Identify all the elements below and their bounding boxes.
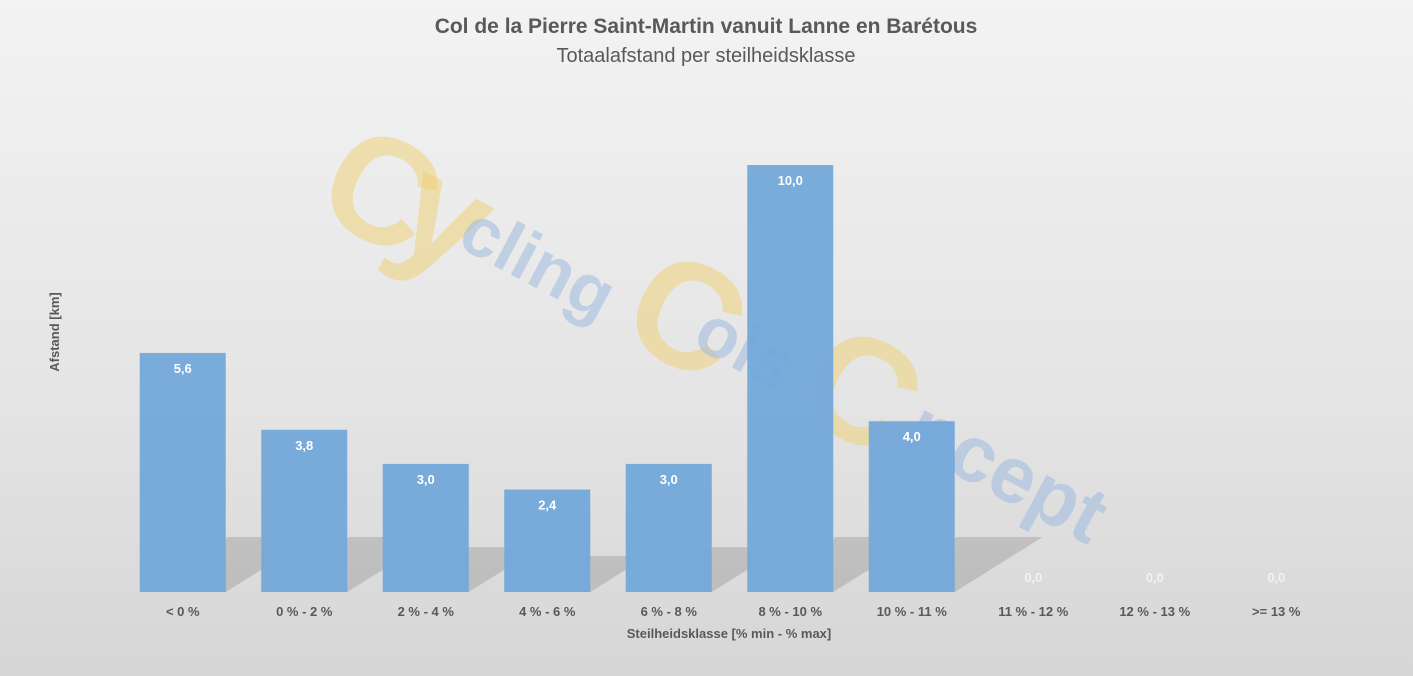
bar: [382, 463, 469, 592]
x-axis-title: Steilheidsklasse [% min - % max]: [627, 626, 831, 641]
data-label: 10,0: [778, 173, 803, 188]
data-label: 3,0: [417, 472, 435, 487]
x-tick-label: 12 % - 13 %: [1119, 604, 1190, 619]
x-tick-label: 6 % - 8 %: [641, 604, 698, 619]
data-label: 5,6: [174, 361, 192, 376]
bar: [868, 421, 955, 592]
x-tick-label: 10 % - 11 %: [877, 604, 948, 619]
x-tick-label: 0 % - 2 %: [276, 604, 333, 619]
x-tick-labels: < 0 % 0 % - 2 % 2 % - 4 % 4 % - 6 % 6 % - 8 …: [166, 604, 1301, 619]
x-tick-label: 4 % - 6 %: [519, 604, 576, 619]
data-label: 0,0: [1146, 570, 1164, 585]
data-label: 3,8: [295, 438, 313, 453]
x-tick-label: >= 13 %: [1252, 604, 1301, 619]
chart-title: Col de la Pierre Saint-Martin vanuit Lan…: [435, 15, 978, 38]
data-labels: 5,6 3,8 3,0 2,4 3,0 10,0 4,0 0,0 0,0 0,0: [174, 173, 1286, 585]
data-label: 0,0: [1267, 570, 1285, 585]
bar: [625, 463, 712, 592]
bar: [504, 489, 591, 592]
bar: [261, 429, 348, 592]
data-label: 2,4: [538, 498, 557, 513]
x-tick-label: 11 % - 12 %: [998, 604, 1069, 619]
bar: [139, 352, 226, 592]
watermark-word-cling: cling: [448, 189, 629, 335]
chart-subtitle: Totaalafstand per steilheidsklasse: [556, 45, 855, 67]
x-tick-label: 8 % - 10 %: [758, 604, 822, 619]
bars: [139, 165, 955, 593]
data-label: 0,0: [1024, 570, 1042, 585]
x-tick-label: 2 % - 4 %: [398, 604, 455, 619]
data-label: 3,0: [660, 472, 678, 487]
bar: [747, 165, 834, 593]
x-tick-label: < 0 %: [166, 604, 200, 619]
data-label: 4,0: [903, 429, 921, 444]
y-axis-title: Afstand [km]: [47, 292, 62, 371]
